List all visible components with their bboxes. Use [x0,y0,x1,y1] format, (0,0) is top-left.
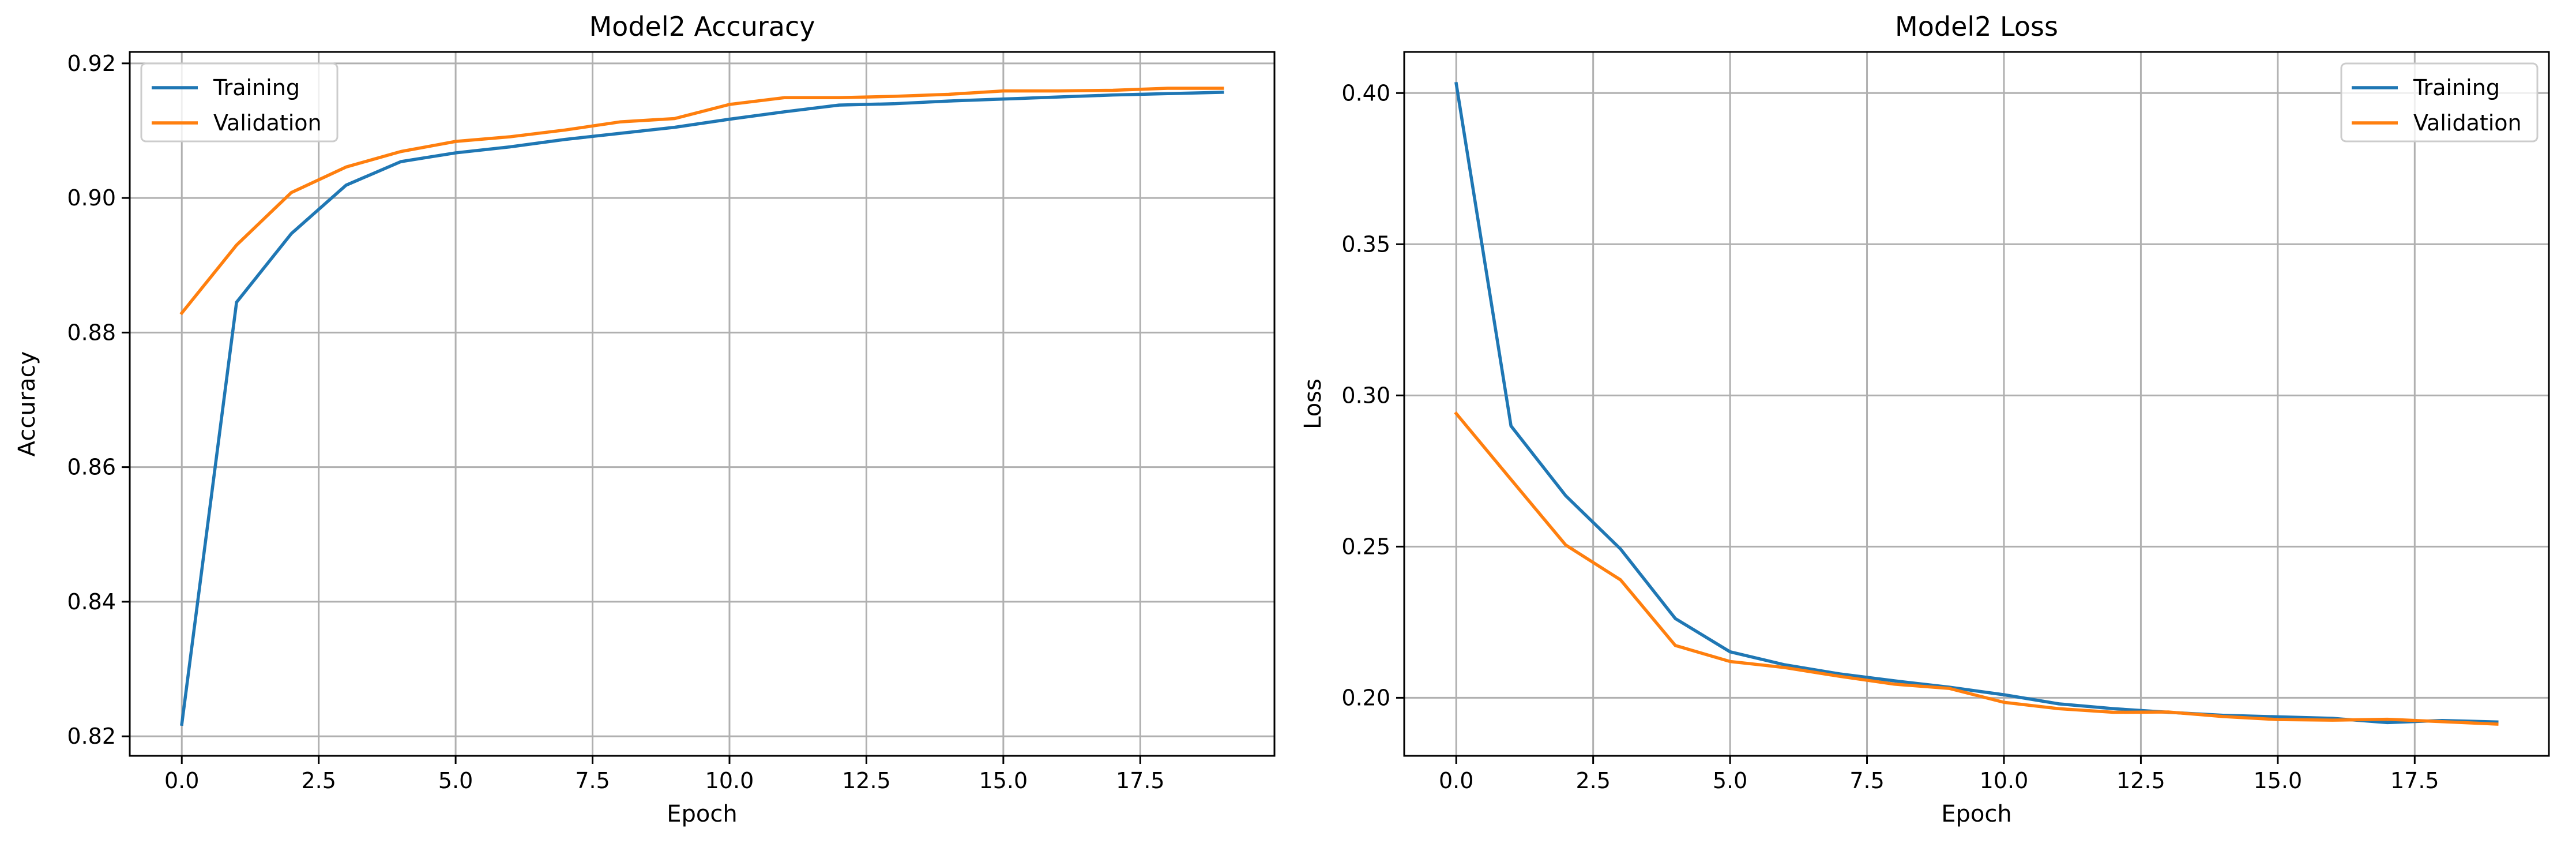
chart2-ytick-label-1: 0.25 [1341,534,1390,559]
chart1-ytick-label-2: 0.86 [67,455,116,480]
chart2-ytick-label-2: 0.30 [1341,383,1390,408]
chart2-ylabel: Loss [1300,378,1326,429]
chart1-xtick-label-3: 7.5 [575,768,610,793]
chart1-ytick-label-4: 0.90 [67,185,116,211]
chart2-xtick-label-1: 2.5 [1575,768,1610,793]
chart1-panel: 0.0 2.5 5.0 7.5 10.0 12.5 15.0 17.5 0.82 0.84 0.86… [14,11,1276,827]
chart1-series-training-line [180,91,1224,726]
chart1-axes-frame [129,51,1276,757]
chart1-xtick-label-1: 2.5 [301,768,336,793]
chart1-ytick-label-0: 0.82 [67,724,116,749]
chart2-ytick-label-4: 0.40 [1341,80,1390,106]
chart2-xlabel: Epoch [1941,801,2011,827]
chart1-xtick-label-4: 10.0 [705,768,754,793]
chart1-ylabel: Accuracy [14,351,40,457]
chart2-xtick-label-5: 12.5 [2116,768,2165,793]
chart1-ytick-label-1: 0.84 [67,589,116,614]
chart1-legend: Training Validation [140,62,339,143]
chart1-xtick-label-7: 17.5 [1116,768,1165,793]
chart1-xtick-label-5: 12.5 [842,768,891,793]
chart2-ytick-label-3: 0.35 [1341,231,1390,257]
chart2-series-training-line [1454,81,2499,725]
chart2-axes-frame [1403,51,2550,757]
chart1-xtick-label-6: 15.0 [979,768,1028,793]
chart2-xtick-label-4: 10.0 [1980,768,2029,793]
chart2-xtick-label-2: 5.0 [1713,768,1747,793]
chart1-xtick-label-2: 5.0 [438,768,473,793]
chart2-series-validation-line [1454,411,2499,726]
chart1-ytick-label-3: 0.88 [67,320,116,345]
chart1-xtick-label-0: 0.0 [164,768,199,793]
chart2-xtick-label-7: 17.5 [2390,768,2439,793]
chart1-legend-label-validation: Validation [213,110,322,136]
chart2-legend: Training Validation [2340,62,2539,143]
chart1-xlabel: Epoch [667,801,737,827]
chart2-legend-label-training: Training [2413,75,2500,100]
chart2-panel: 0.0 2.5 5.0 7.5 10.0 12.5 15.0 17.5 0.20 0.25 0.30… [1300,11,2550,827]
chart2-title: Model2 Loss [1895,11,2058,42]
chart1-ytick-label-5: 0.92 [67,51,116,76]
chart2-xtick-label-3: 7.5 [1849,768,1884,793]
chart1-title: Model2 Accuracy [589,11,815,42]
chart2-ytick-label-0: 0.20 [1341,685,1390,710]
chart2-legend-label-validation: Validation [2413,110,2522,136]
chart2-xtick-label-6: 15.0 [2254,768,2303,793]
chart1-series-validation-line [179,87,1224,316]
chart1-legend-label-training: Training [213,75,300,100]
chart2-xtick-label-0: 0.0 [1439,768,1473,793]
